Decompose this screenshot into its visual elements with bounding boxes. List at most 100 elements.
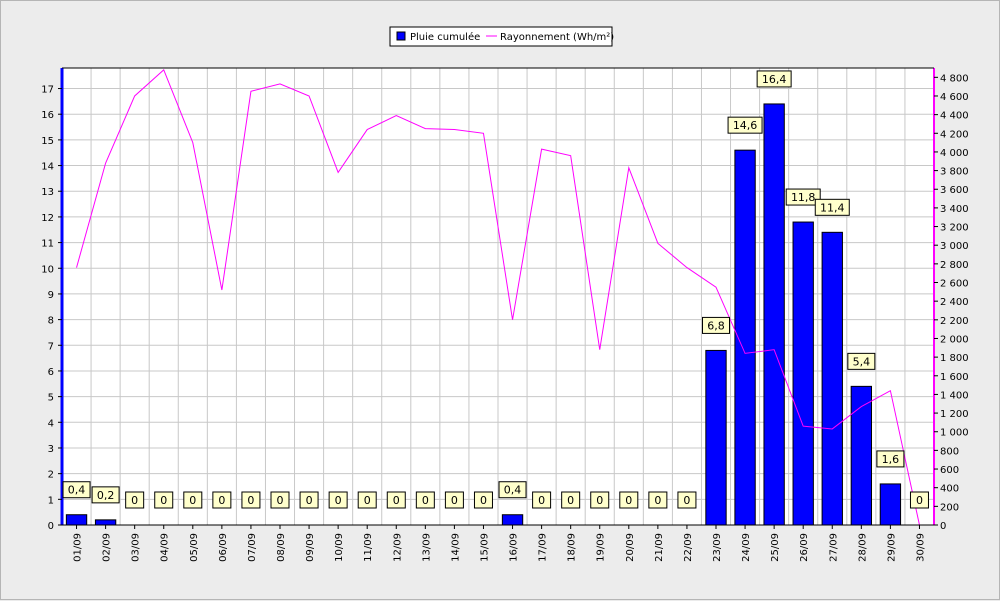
data-label-08/09: 0	[270, 491, 290, 509]
data-label-box	[357, 491, 377, 509]
data-label-12/09: 0	[386, 491, 406, 509]
data-label-05/09: 0	[183, 491, 203, 509]
data-label-box	[328, 491, 348, 509]
x-tick-label: 19/09	[596, 533, 607, 562]
data-label-18/09: 0	[561, 491, 581, 509]
data-label-02/09: 0,2	[91, 486, 120, 504]
x-tick-label: 16/09	[509, 533, 520, 562]
left-tick-label: 12	[41, 213, 54, 224]
right-axis-ticks: 0 200 400 600 800 1 000 1 200 1 400 1 600 1 800 2 …	[934, 73, 969, 532]
x-tick-label: 09/09	[305, 533, 316, 562]
x-tick-label: 17/09	[538, 533, 549, 562]
data-label-19/09: 0	[590, 491, 610, 509]
data-label-box	[876, 450, 905, 468]
data-label-text: 0	[480, 494, 487, 507]
right-tick-label: 3 200	[940, 223, 969, 234]
x-tick-label: 08/09	[276, 533, 287, 562]
data-label-box	[532, 491, 552, 509]
right-tick-label: 4 800	[940, 73, 969, 84]
legend-bar-swatch	[396, 31, 406, 41]
x-tick-label: 22/09	[683, 533, 694, 562]
data-label-box	[727, 116, 763, 134]
data-label-box	[756, 70, 792, 88]
left-tick-label: 11	[41, 239, 54, 250]
data-label-text: 11,4	[820, 201, 845, 214]
data-label-text: 0	[364, 494, 371, 507]
data-label-box	[619, 491, 639, 509]
data-label-text: 5,4	[853, 355, 871, 368]
right-tick-label: 4 000	[940, 148, 969, 159]
data-label-text: 0	[422, 494, 429, 507]
x-tick-label: 23/09	[712, 533, 723, 562]
bar-25/09	[763, 103, 785, 526]
data-label-04/09: 0	[154, 491, 174, 509]
data-label-text: 0	[131, 494, 138, 507]
data-label-11/09: 0	[357, 491, 377, 509]
right-tick-label: 3 000	[940, 241, 969, 252]
x-tick-label: 29/09	[886, 533, 897, 562]
x-tick-label: 01/09	[73, 533, 84, 562]
data-label-09/09: 0	[299, 491, 319, 509]
data-label-box	[590, 491, 610, 509]
left-tick-label: 6	[48, 367, 54, 378]
data-label-box	[473, 491, 493, 509]
data-label-text: 0	[160, 494, 167, 507]
left-tick-label: 14	[41, 162, 54, 173]
bar-27/09	[821, 231, 843, 526]
right-tick-label: 1 400	[940, 390, 969, 401]
bar-26/09	[792, 221, 814, 526]
right-tick-label: 200	[940, 502, 959, 513]
legend: Pluie cumulée Rayonnement (Wh/m²)	[389, 26, 614, 47]
legend-radiation-label: Rayonnement (Wh/m²)	[500, 32, 614, 43]
x-tick-label: 21/09	[654, 533, 665, 562]
right-tick-label: 400	[940, 484, 959, 495]
right-tick-label: 600	[940, 465, 959, 476]
data-label-text: 0	[306, 494, 313, 507]
x-tick-label: 05/09	[189, 533, 200, 562]
right-tick-label: 4 400	[940, 111, 969, 122]
right-tick-label: 1 200	[940, 409, 969, 420]
right-tick-label: 2 800	[940, 260, 969, 271]
right-tick-label: 1 600	[940, 372, 969, 383]
left-tick-label: 17	[41, 85, 54, 96]
bar-23/09	[705, 349, 727, 526]
right-tick-label: 3 400	[940, 204, 969, 215]
bar-16/09	[501, 514, 524, 526]
x-tick-label: 03/09	[131, 533, 142, 562]
data-label-01/09: 0,4	[62, 481, 91, 499]
data-label-text: 0	[277, 494, 284, 507]
left-tick-label: 0	[48, 521, 54, 532]
left-tick-label: 3	[48, 444, 54, 455]
data-label-box	[183, 491, 203, 509]
data-label-10/09: 0	[328, 491, 348, 509]
data-label-text: 0	[189, 494, 196, 507]
data-label-17/09: 0	[532, 491, 552, 509]
left-tick-label: 15	[41, 136, 54, 147]
data-label-text: 0	[916, 494, 923, 507]
data-label-text: 6,8	[707, 319, 725, 332]
right-tick-label: 4 600	[940, 92, 969, 103]
right-tick-label: 4 200	[940, 129, 969, 140]
data-label-box	[91, 486, 120, 504]
x-tick-label: 06/09	[218, 533, 229, 562]
left-tick-label: 4	[48, 418, 54, 429]
data-label-text: 0,4	[504, 484, 522, 497]
data-label-box	[785, 188, 821, 206]
data-label-text: 11,8	[791, 191, 816, 204]
data-label-text: 0,2	[97, 489, 115, 502]
data-label-box	[125, 491, 145, 509]
x-tick-label: 26/09	[799, 533, 810, 562]
data-label-30/09: 0	[909, 491, 929, 509]
data-label-text: 1,6	[882, 453, 900, 466]
radiation-polyline	[76, 69, 920, 526]
x-tick-label: 13/09	[421, 533, 432, 562]
right-tick-label: 3 800	[940, 167, 969, 178]
data-label-07/09: 0	[241, 491, 261, 509]
bar-02/09	[94, 519, 117, 526]
data-label-box	[386, 491, 406, 509]
data-label-20/09: 0	[619, 491, 639, 509]
data-label-25/09: 16,4	[756, 70, 792, 88]
x-tick-label: 25/09	[770, 533, 781, 562]
data-label-box	[154, 491, 174, 509]
